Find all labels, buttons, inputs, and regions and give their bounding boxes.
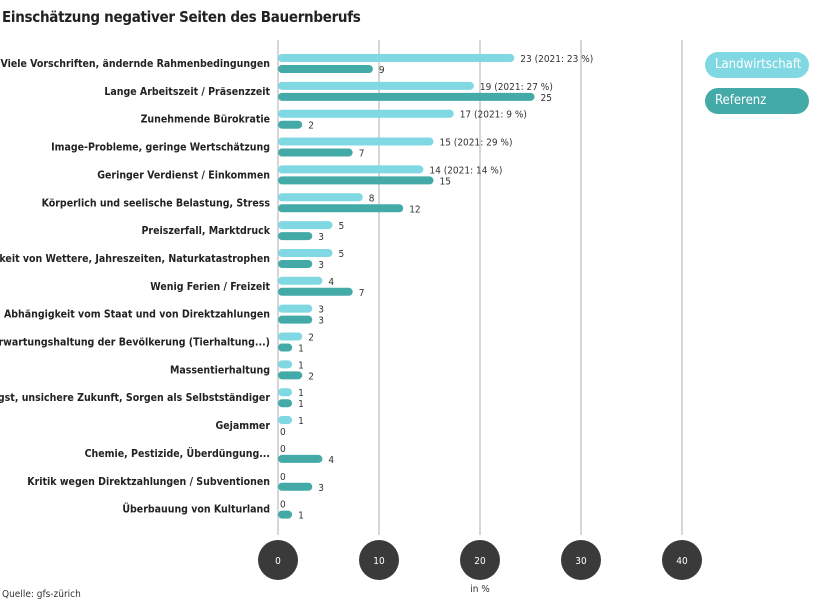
category-label: Kritik wegen Direktzahlungen / Subventio… xyxy=(27,476,270,488)
legend-landwirtschaft[interactable]: Landwirtschaft xyxy=(705,52,809,78)
bar-landwirtschaft xyxy=(278,276,323,285)
category-label: Geringer Verdienst / Einkommen xyxy=(97,169,270,181)
bar-landwirtschaft xyxy=(278,221,333,230)
x-tick-circle xyxy=(258,540,298,580)
category-label: Lange Arbeitszeit / Präsenzzeit xyxy=(104,86,270,98)
x-tick-circle xyxy=(460,540,500,580)
data-label: 12 xyxy=(409,204,420,215)
category-label: Image-Probleme, geringe Wertschätzung xyxy=(51,142,270,154)
data-label: 2 xyxy=(308,371,314,382)
data-label: 25 xyxy=(541,93,552,104)
bar-landwirtschaft xyxy=(278,137,434,146)
bar-landwirtschaft xyxy=(278,360,293,369)
bar-landwirtschaft xyxy=(278,165,424,174)
data-label: 1 xyxy=(298,388,304,399)
bar-landwirtschaft xyxy=(278,54,515,62)
bar-referenz xyxy=(278,65,373,73)
x-axis-label: in % xyxy=(470,584,490,595)
bar-referenz xyxy=(278,399,293,408)
data-label: 23 (2021: 23 %) xyxy=(520,54,593,65)
bar-referenz xyxy=(278,287,353,296)
legend-referenz[interactable]: Referenz xyxy=(705,88,809,114)
bar-referenz xyxy=(278,148,353,157)
data-label: 19 (2021: 27 %) xyxy=(480,82,553,93)
data-label: 1 xyxy=(298,511,304,522)
category-label: Wenig Ferien / Freizeit xyxy=(150,281,270,293)
data-label: 5 xyxy=(339,221,345,232)
bar-landwirtschaft xyxy=(278,332,303,341)
data-label: 2 xyxy=(308,333,314,344)
category-label: Abhängigkeit vom Staat und von Direktzah… xyxy=(4,309,270,321)
bar-landwirtschaft xyxy=(278,304,313,313)
category-label: Körperlich und seelische Belastung, Stre… xyxy=(42,197,271,209)
data-label: 15 xyxy=(440,176,451,187)
data-label: 15 (2021: 29 %) xyxy=(440,138,513,149)
data-label: 1 xyxy=(298,360,304,371)
category-label: Überbauung von Kulturland xyxy=(122,502,270,516)
x-tick-circle xyxy=(359,540,399,580)
bar-landwirtschaft xyxy=(278,416,293,425)
x-tick-label: 40 xyxy=(676,556,688,567)
category-label: Preiszerfall, Marktdruck xyxy=(141,225,270,237)
category-label: Zunehmende Bürokratie xyxy=(141,114,270,126)
bar-landwirtschaft xyxy=(278,81,474,90)
bar-referenz xyxy=(278,259,313,268)
bar-referenz xyxy=(278,92,535,101)
data-label: 5 xyxy=(339,249,345,260)
category-label: Gejammer xyxy=(215,420,270,432)
bar-landwirtschaft xyxy=(278,193,363,202)
bar-landwirtschaft xyxy=(278,248,333,257)
data-label: 3 xyxy=(318,260,324,271)
bar-referenz xyxy=(278,232,313,241)
source-note: Quelle: gfs-zürich xyxy=(2,589,81,600)
bar-referenz xyxy=(278,315,313,324)
category-label: Abhängigkeit von Wettere, Jahreszeiten, … xyxy=(0,253,270,265)
category-label: Erwartungshaltung der Bevölkerung (Tierh… xyxy=(0,337,270,349)
data-label: 2 xyxy=(308,121,314,132)
data-label: 1 xyxy=(298,416,304,427)
data-label: 1 xyxy=(298,344,304,355)
bar-referenz xyxy=(278,120,303,129)
data-label: 7 xyxy=(359,149,365,160)
category-label: Massentierhaltung xyxy=(170,364,270,376)
bar-referenz xyxy=(278,454,323,463)
data-label: 0 xyxy=(280,427,286,438)
bar-landwirtschaft xyxy=(278,388,293,397)
bar-referenz xyxy=(278,343,293,352)
data-label: 4 xyxy=(328,277,334,288)
data-label: 0 xyxy=(280,472,286,483)
x-tick-circle xyxy=(561,540,601,580)
category-label: Existenzangst, unsichere Zukunft, Sorgen… xyxy=(0,392,270,404)
x-tick-circle xyxy=(662,540,702,580)
data-label: 7 xyxy=(359,288,365,299)
x-tick-label: 0 xyxy=(275,556,281,567)
bar-referenz xyxy=(278,371,303,380)
bar-referenz xyxy=(278,176,434,185)
x-tick-label: 10 xyxy=(373,556,385,567)
x-tick-label: 30 xyxy=(575,556,587,567)
data-label: 8 xyxy=(369,193,375,204)
bar-referenz xyxy=(278,510,293,519)
data-label: 9 xyxy=(379,65,385,76)
bar-referenz xyxy=(278,204,404,213)
data-label: 0 xyxy=(280,444,286,455)
chart-title: Einschätzung negativer Seiten des Bauern… xyxy=(2,8,361,26)
data-label: 1 xyxy=(298,399,304,410)
data-label: 17 (2021: 9 %) xyxy=(460,110,527,121)
data-label: 3 xyxy=(318,232,324,243)
data-label: 3 xyxy=(318,483,324,494)
data-label: 0 xyxy=(280,500,286,511)
data-label: 3 xyxy=(318,316,324,327)
data-label: 3 xyxy=(318,305,324,316)
x-tick-label: 20 xyxy=(474,556,486,567)
category-label: Chemie, Pestizide, Überdüngung... xyxy=(85,446,270,460)
category-label: Viele Vorschriften, ändernde Rahmenbedin… xyxy=(0,58,270,70)
bar-landwirtschaft xyxy=(278,109,454,118)
data-label: 14 (2021: 14 %) xyxy=(429,165,502,176)
data-label: 4 xyxy=(328,455,334,466)
bar-referenz xyxy=(278,482,313,491)
